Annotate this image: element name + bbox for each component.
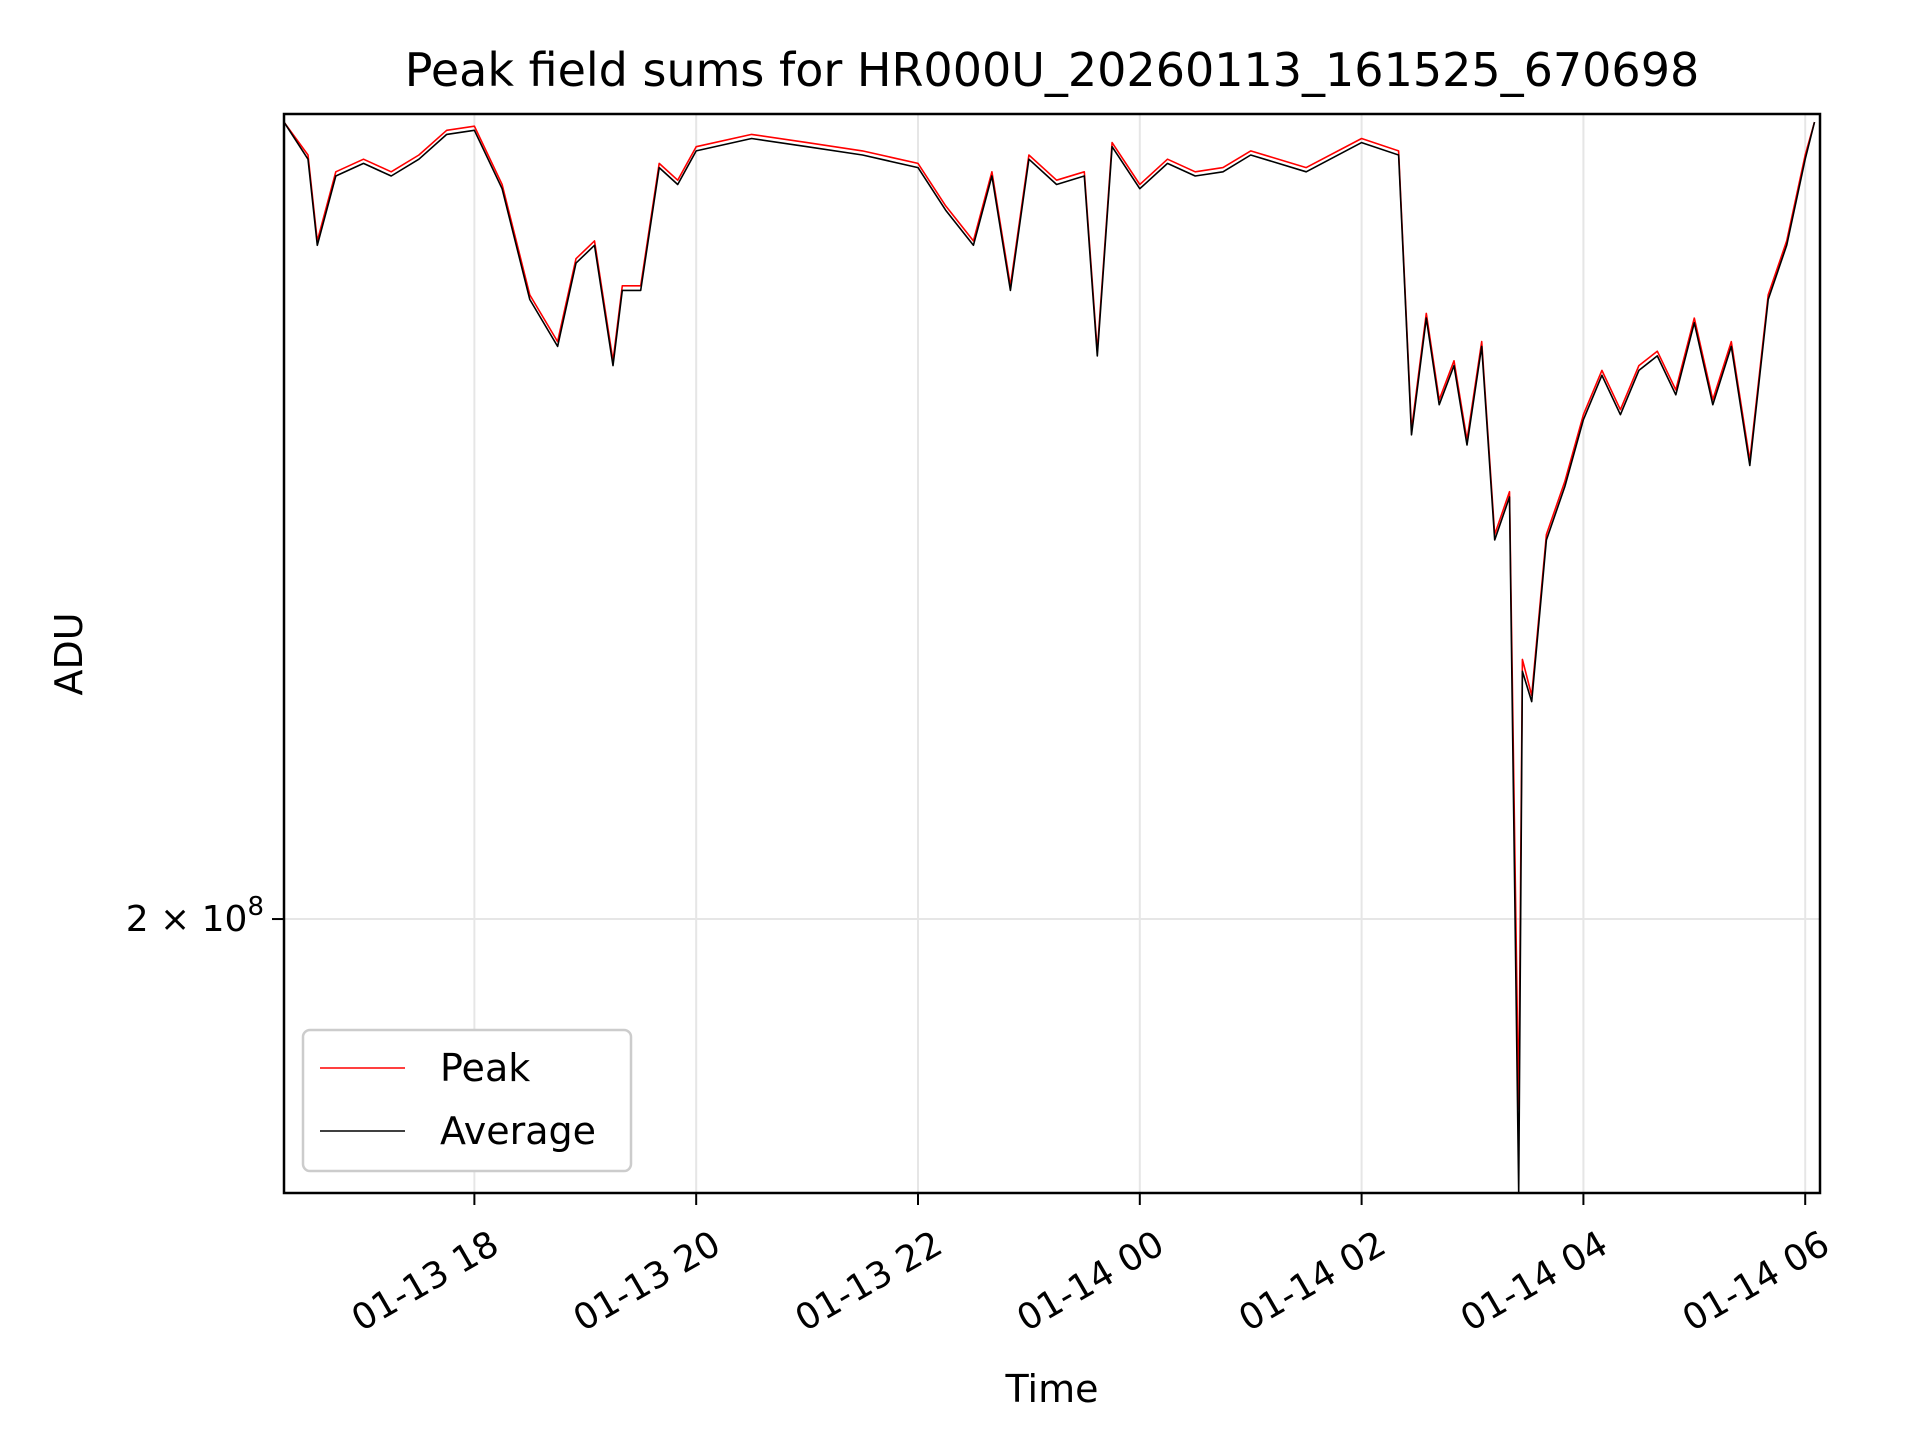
x-tick-label: 01-14 06: [1676, 1223, 1837, 1339]
legend-box: [301, 1028, 633, 1173]
x-tick-label: 01-14 00: [1010, 1223, 1171, 1339]
y-axis-title: ADU: [47, 612, 91, 695]
x-axis-ticks: 01-13 18 01-13 20 01-13 22 01-14 00 01-14 02…: [345, 1193, 1837, 1340]
series-line-peak: [283, 121, 1816, 1110]
grid-layer: [284, 114, 1820, 1193]
series-layer: [283, 121, 1816, 1194]
legend: Peak Average: [301, 1028, 633, 1173]
x-tick-label: 01-14 04: [1454, 1223, 1615, 1339]
x-tick-label: 01-14 02: [1232, 1223, 1393, 1339]
y-axis-ticks: 2 × 108: [126, 892, 284, 940]
plot-frame: [282, 112, 1822, 1195]
x-tick-label: 01-13 20: [567, 1223, 728, 1339]
series-line-average: [283, 121, 1816, 1194]
x-tick-label: 01-13 22: [789, 1223, 950, 1339]
chart-title: Peak field sums for HR000U_20260113_1615…: [405, 43, 1699, 97]
y-tick-label: 2 × 108: [126, 892, 264, 940]
legend-label-average: Average: [440, 1109, 596, 1153]
legend-label-peak: Peak: [440, 1046, 530, 1090]
x-tick-label: 01-13 18: [345, 1223, 506, 1339]
x-axis-title: Time: [1005, 1367, 1099, 1411]
